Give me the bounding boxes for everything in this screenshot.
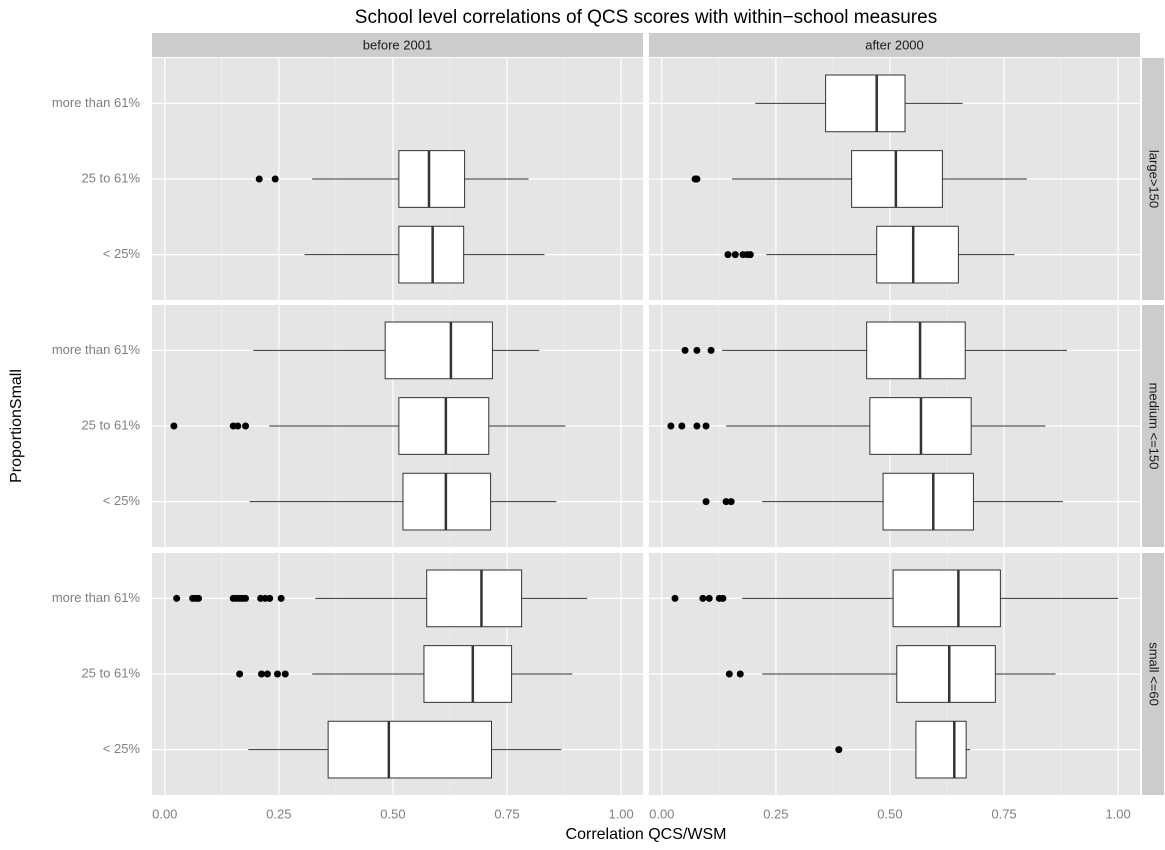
outlier <box>693 175 701 183</box>
y-tick-label: 25 to 61% <box>81 417 140 432</box>
chart-title: School level correlations of QCS scores … <box>355 7 937 28</box>
outlier <box>746 251 754 259</box>
outlier <box>699 594 707 602</box>
x-tick-label: 0.50 <box>877 806 902 821</box>
outlier <box>277 594 285 602</box>
outlier <box>736 670 744 678</box>
outlier <box>719 594 727 602</box>
y-tick-label: < 25% <box>103 246 141 261</box>
x-tick-label: 0.75 <box>991 806 1016 821</box>
outlier <box>727 498 735 506</box>
y-tick-label: 25 to 61% <box>81 170 140 185</box>
box <box>384 321 493 380</box>
strip <box>649 33 1140 57</box>
outlier <box>835 746 843 754</box>
outlier <box>255 175 263 183</box>
x-tick-label: 1.00 <box>608 806 633 821</box>
outlier <box>681 346 689 354</box>
outlier <box>263 670 271 678</box>
outlier <box>173 594 181 602</box>
box <box>398 225 465 284</box>
outlier <box>705 594 713 602</box>
y-tick-label: < 25% <box>103 493 141 508</box>
box <box>896 645 996 703</box>
box <box>882 472 974 531</box>
box <box>915 720 967 779</box>
outlier <box>707 346 715 354</box>
outlier <box>678 422 686 430</box>
outlier <box>236 670 244 678</box>
box <box>327 720 493 779</box>
box <box>876 225 959 284</box>
x-tick-label: 0.50 <box>380 806 405 821</box>
strip-label: after 2000 <box>865 37 924 52</box>
x-tick-label: 0.75 <box>494 806 519 821</box>
outlier <box>242 594 250 602</box>
outlier <box>281 670 289 678</box>
outlier <box>671 594 679 602</box>
outlier <box>731 251 739 259</box>
outlier <box>693 346 701 354</box>
outlier <box>258 670 266 678</box>
strip <box>1142 553 1164 795</box>
strip <box>1142 58 1164 300</box>
strip-label: medium <=150 <box>1147 383 1162 470</box>
x-tick-label: 0.00 <box>649 806 674 821</box>
outlier <box>722 498 730 506</box>
x-tick-label: 0.00 <box>152 806 177 821</box>
x-axis-label: Correlation QCS/WSM <box>566 826 727 843</box>
strip-label: small <=60 <box>1147 642 1162 706</box>
box <box>426 569 523 628</box>
y-axis-label: ProportionSmall <box>8 369 25 483</box>
y-tick-label: 25 to 61% <box>81 665 140 680</box>
outlier <box>242 422 250 430</box>
outlier <box>266 594 274 602</box>
x-tick-label: 0.25 <box>266 806 291 821</box>
outlier <box>271 175 279 183</box>
box <box>866 321 966 380</box>
y-tick-label: more than 61% <box>52 95 141 110</box>
outlier <box>702 422 710 430</box>
box <box>825 74 906 133</box>
outlier <box>195 594 203 602</box>
x-tick-label: 1.00 <box>1105 806 1130 821</box>
strip-label: large>150 <box>1147 150 1162 208</box>
outlier <box>170 422 178 430</box>
outlier <box>273 670 281 678</box>
box <box>398 397 490 455</box>
strip-label: before 2001 <box>363 37 432 52</box>
outlier <box>693 422 701 430</box>
strip <box>152 33 643 57</box>
y-tick-label: < 25% <box>103 741 141 756</box>
y-tick-label: more than 61% <box>52 590 141 605</box>
y-tick-label: more than 61% <box>52 342 141 357</box>
outlier <box>702 498 710 506</box>
outlier <box>725 670 733 678</box>
box <box>398 150 466 208</box>
strip <box>1142 305 1164 547</box>
outlier <box>724 251 732 259</box>
x-tick-label: 0.25 <box>763 806 788 821</box>
box <box>423 645 513 703</box>
outlier <box>667 422 675 430</box>
outlier <box>234 422 242 430</box>
box <box>892 569 1001 628</box>
